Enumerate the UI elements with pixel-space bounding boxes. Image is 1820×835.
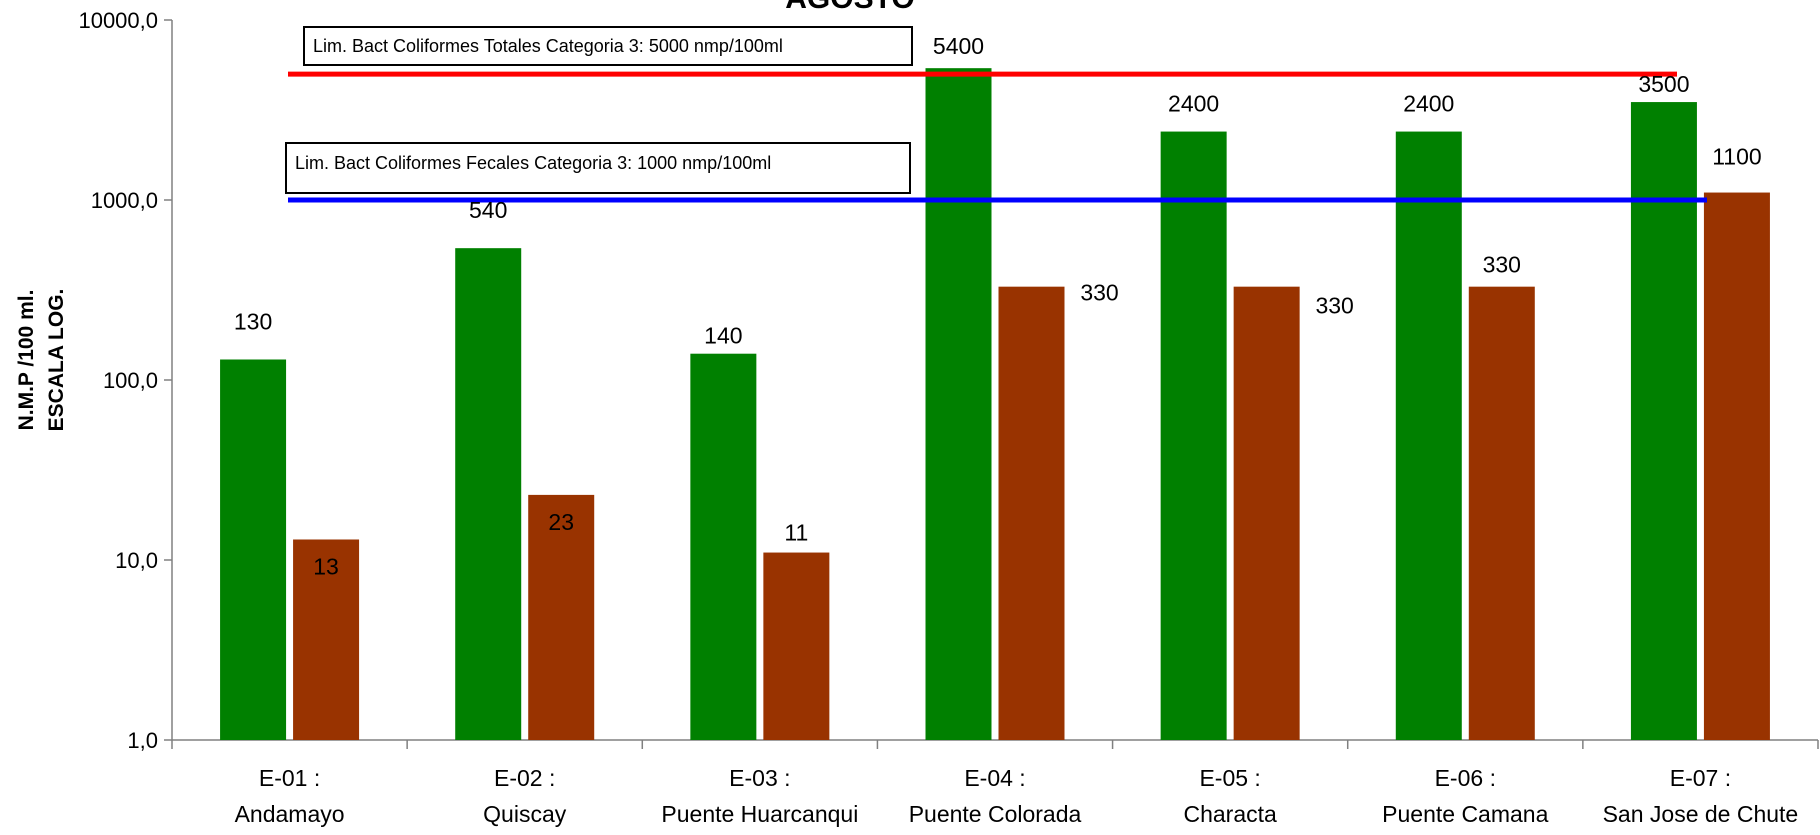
reference-label-box (303, 26, 913, 66)
bar-series-1 (1395, 131, 1462, 740)
bar-series-2 (998, 286, 1065, 740)
y-axis-title-line: N.M.P /100 ml. (15, 290, 38, 431)
category-code-label: E-03 : (729, 765, 790, 791)
bar-series-1 (690, 353, 757, 740)
category-code-label: E-06 : (1435, 765, 1496, 791)
category-name-label: Puente Camana (1382, 801, 1548, 827)
data-label: 1100 (1712, 144, 1761, 170)
category-code-label: E-02 : (494, 765, 555, 791)
data-label: 140 (704, 323, 742, 349)
bar-series-2 (1233, 286, 1300, 740)
bar-series-1 (220, 359, 287, 740)
y-axis-title-line: ESCALA LOG. (45, 289, 68, 432)
category-name-label: Quiscay (483, 801, 567, 827)
y-tick-label: 100,0 (103, 368, 158, 393)
data-label: 5400 (933, 33, 984, 59)
reference-label-box (285, 142, 911, 194)
y-tick-label: 10,0 (115, 548, 158, 573)
category-name-label: Andamayo (235, 801, 345, 827)
data-label: 130 (234, 308, 272, 334)
reference-label: Lim. Bact Coliformes Fecales Categoria 3… (295, 153, 771, 173)
category-code-label: E-01 : (259, 765, 320, 791)
bar-series-1 (925, 68, 992, 740)
y-tick-label: 10000,0 (78, 8, 158, 33)
category-code-label: E-05 : (1199, 765, 1260, 791)
bar-series-1 (1630, 102, 1697, 740)
data-label: 23 (548, 509, 574, 535)
category-name-label: Puente Colorada (909, 801, 1082, 827)
chart-title: AGOSTO (785, 0, 914, 15)
category-name-label: Puente Huarcanqui (661, 801, 858, 827)
data-label: 13 (313, 553, 339, 579)
bar-series-1 (1160, 131, 1227, 740)
bar-series-2 (1703, 192, 1770, 740)
bar-series-2 (528, 494, 595, 740)
reference-label: Lim. Bact Coliformes Totales Categoria 3… (313, 36, 783, 56)
data-label: 330 (1080, 280, 1118, 306)
data-label: 330 (1315, 293, 1353, 319)
bar-series-1 (455, 248, 522, 740)
category-code-label: E-07 : (1670, 765, 1731, 791)
data-label: 11 (784, 520, 808, 546)
bar-series-2 (293, 539, 360, 740)
category-name-label: San Jose de Chute (1603, 801, 1799, 827)
data-label: 2400 (1403, 91, 1454, 117)
data-label: 330 (1483, 252, 1521, 278)
data-label: 3500 (1638, 71, 1689, 97)
y-tick-label: 1000,0 (91, 188, 158, 213)
data-label: 2400 (1168, 91, 1219, 117)
data-label: 540 (469, 197, 507, 223)
category-name-label: Characta (1183, 801, 1277, 827)
bar-series-2 (763, 552, 830, 740)
bar-series-2 (1468, 286, 1535, 740)
y-tick-label: 1,0 (127, 728, 158, 753)
category-code-label: E-04 : (964, 765, 1025, 791)
